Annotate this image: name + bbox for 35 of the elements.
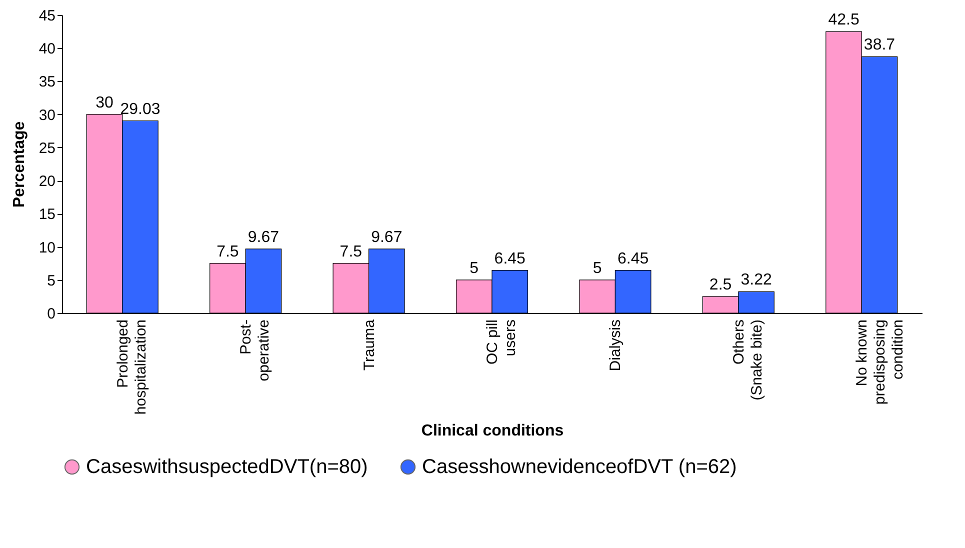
x-axis-title: Clinical conditions — [421, 422, 564, 440]
data-label: 6.45 — [494, 250, 526, 268]
legend-label: CasesshownevidenceofDVT (n=62) — [422, 456, 737, 478]
x-tick-label: Post- operative — [238, 320, 273, 382]
x-tick-label: Trauma — [360, 318, 378, 371]
y-axis-title: Percentage — [10, 121, 28, 208]
y-tick-label: 0 — [47, 306, 56, 322]
data-label: 7.5 — [216, 243, 239, 260]
data-label: 6.45 — [618, 250, 649, 268]
data-label: 5 — [470, 260, 479, 277]
data-label: 2.5 — [709, 276, 732, 294]
y-tick-label: 5 — [47, 272, 56, 290]
x-tick-label: Dialysis — [607, 320, 624, 372]
y-tick-label: 40 — [38, 40, 56, 58]
x-tick-label: No known predisposing condition — [854, 320, 907, 405]
data-label: 3.22 — [740, 272, 772, 289]
data-label: 38.7 — [864, 36, 896, 54]
y-tick-label: 10 — [38, 239, 56, 256]
data-label: 29.03 — [120, 100, 160, 118]
y-tick-label: 15 — [38, 206, 56, 224]
x-tick-label: Prolonged hospitalization — [114, 320, 150, 415]
data-label: 5 — [592, 260, 602, 277]
y-tick-label: 20 — [38, 173, 56, 190]
data-label: 7.5 — [340, 243, 362, 260]
data-label: 30 — [96, 94, 114, 112]
y-tick-label: 45 — [38, 8, 56, 24]
data-label: 9.67 — [248, 228, 280, 246]
y-tick-label: 35 — [38, 74, 56, 91]
data-label: 9.67 — [371, 228, 402, 246]
x-tick-label: Others (Snake bite) — [730, 319, 766, 400]
x-tick-label: OC pill users — [484, 320, 519, 365]
y-tick-label: 30 — [38, 106, 56, 124]
data-label: 42.5 — [828, 12, 860, 29]
legend-label: CaseswithsuspectedDVT(n=80) — [86, 456, 368, 478]
y-tick-label: 25 — [38, 140, 56, 157]
